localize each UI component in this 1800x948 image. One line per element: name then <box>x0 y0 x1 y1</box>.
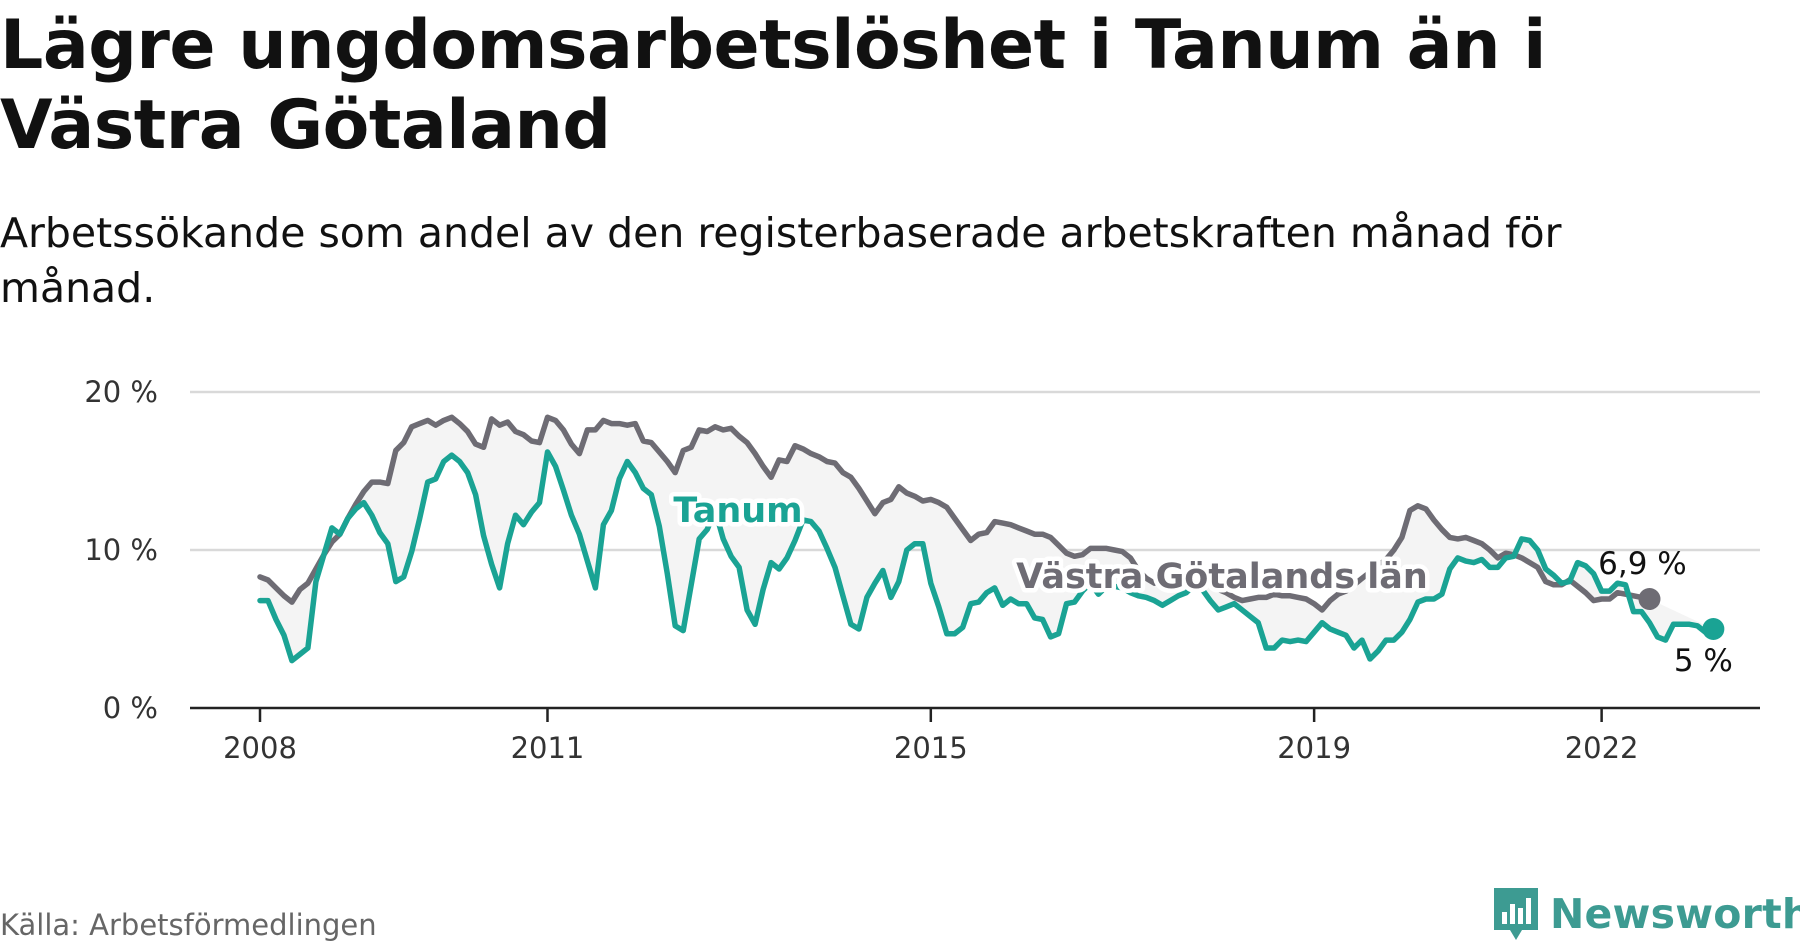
brand-name: Newsworthy <box>1550 890 1800 938</box>
newsworthy-logo-icon <box>1494 888 1538 940</box>
x-tick-label-2019: 2019 <box>1277 731 1351 765</box>
y-tick-label-0: 0 % <box>103 691 158 725</box>
source-note: Källa: Arbetsförmedlingen <box>0 908 377 942</box>
endpoint-tanum <box>1702 618 1725 640</box>
x-tick-label-2011: 2011 <box>511 731 585 765</box>
axes: 0 % 10 % 20 % 2008 2011 2015 2019 2022 <box>84 375 1760 765</box>
y-tick-label-10: 10 % <box>84 533 158 567</box>
difference-band <box>260 417 1714 661</box>
series-lines <box>257 414 1725 664</box>
series-label-vastra-gotaland: Västra Götalands län <box>1016 557 1428 597</box>
line-chart: 0 % 10 % 20 % 2008 2011 2015 2019 2022 6,9 % 5 %… <box>84 375 1760 765</box>
chart-title: Lägre ungdomsarbetslöshet i Tanum än i V… <box>0 6 1546 165</box>
y-tick-label-20: 20 % <box>84 375 158 409</box>
series-label-tanum-halo: Tanum <box>673 491 802 531</box>
x-tick-label-2008: 2008 <box>223 731 297 765</box>
series-line-tanum <box>257 449 1717 664</box>
x-tick-label-2022: 2022 <box>1565 731 1639 765</box>
series-label-vastra-gotaland-halo: Västra Götalands län <box>1016 557 1428 597</box>
endpoint-vastra-gotaland <box>1638 587 1661 610</box>
brand-logo[interactable]: Newsworthy <box>1492 884 1800 944</box>
chart-subtitle: Arbetssökande som andel av den registerb… <box>0 209 1562 312</box>
x-tick-label-2015: 2015 <box>894 731 968 765</box>
series-label-tanum: Tanum <box>673 491 802 531</box>
end-label-vastra-gotaland: 6,9 % <box>1598 546 1687 582</box>
series-line-vastra-gotaland <box>257 414 1653 613</box>
difference-area <box>260 417 1714 661</box>
end-label-tanum: 5 % <box>1674 643 1733 679</box>
